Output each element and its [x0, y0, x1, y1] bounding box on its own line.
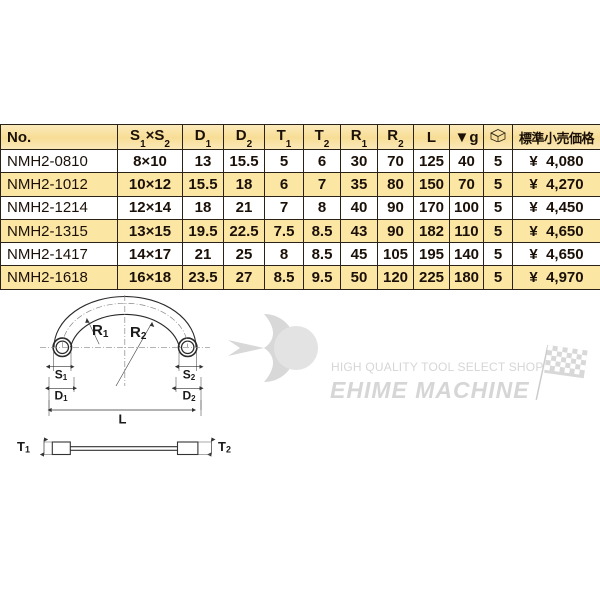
svg-text:T1: T1 [17, 439, 30, 455]
svg-text:S2: S2 [183, 368, 196, 383]
svg-text:D1: D1 [54, 389, 68, 404]
svg-text:D2: D2 [182, 389, 196, 404]
svg-text:L: L [119, 412, 127, 427]
svg-text:R2: R2 [130, 324, 147, 342]
svg-text:S1: S1 [55, 368, 68, 383]
svg-text:T2: T2 [218, 439, 231, 455]
svg-text:R1: R1 [92, 322, 109, 340]
